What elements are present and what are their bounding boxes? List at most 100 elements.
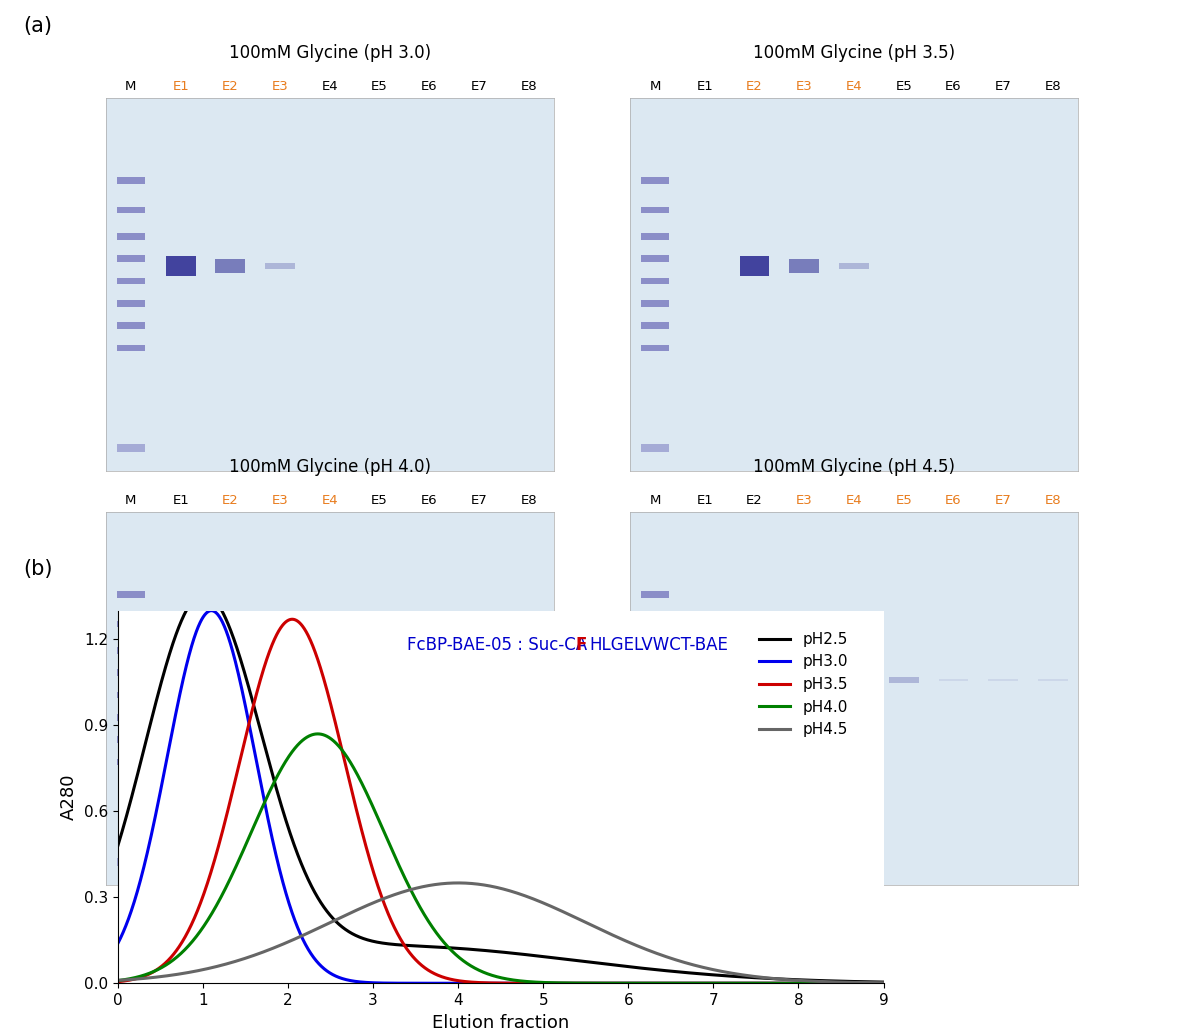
pH3.5 (483, 977, 497, 989)
Bar (740, 256, 769, 276)
pH2.5 (854, 975, 868, 987)
Bar (641, 670, 669, 676)
Bar (641, 345, 669, 351)
pH4.0 (876, 977, 891, 989)
Bar (641, 621, 669, 627)
Text: E5: E5 (895, 80, 912, 93)
Text: E3: E3 (272, 494, 289, 507)
pH3.0 (111, 938, 125, 950)
Text: E2: E2 (221, 494, 239, 507)
Text: M: M (125, 80, 137, 93)
Bar (117, 858, 145, 866)
Bar (839, 674, 869, 686)
Text: E5: E5 (371, 80, 388, 93)
pH3.5 (150, 964, 164, 976)
pH2.5 (111, 839, 125, 852)
Text: E2: E2 (746, 80, 763, 93)
pH2.5 (483, 945, 497, 957)
Text: M: M (125, 494, 137, 507)
Bar (117, 714, 145, 720)
Text: E6: E6 (945, 494, 962, 507)
pH3.0 (854, 977, 868, 989)
Bar (117, 256, 145, 262)
Bar (641, 714, 669, 720)
Text: E4: E4 (846, 494, 862, 507)
Text: E3: E3 (796, 494, 813, 507)
Bar (166, 256, 196, 276)
Text: E1: E1 (696, 80, 713, 93)
Bar (988, 679, 1018, 681)
Bar (641, 736, 669, 743)
Bar (216, 260, 245, 272)
Bar (641, 300, 669, 306)
pH4.5 (451, 877, 465, 889)
pH4.5 (111, 974, 125, 986)
pH2.5 (197, 588, 211, 600)
Line: pH2.5: pH2.5 (118, 594, 884, 982)
pH3.0 (876, 977, 891, 989)
Text: E2: E2 (746, 494, 763, 507)
pH2.5 (854, 975, 868, 987)
Bar (117, 759, 145, 765)
pH3.5 (463, 976, 477, 988)
pH3.0 (150, 803, 164, 816)
Text: (b): (b) (24, 559, 53, 579)
Text: E8: E8 (521, 494, 537, 507)
Bar (789, 260, 819, 272)
Bar (117, 444, 145, 452)
pH4.0 (483, 969, 497, 981)
Text: E1: E1 (172, 80, 188, 93)
Bar (216, 670, 245, 690)
Text: E3: E3 (796, 80, 813, 93)
Text: HLGELVWCT-BAE: HLGELVWCT-BAE (589, 637, 728, 654)
Text: E7: E7 (471, 80, 488, 93)
pH4.5 (876, 977, 891, 989)
Text: E2: E2 (221, 80, 239, 93)
pH4.0 (463, 959, 477, 972)
Bar (265, 263, 294, 269)
Bar (641, 233, 669, 239)
pH2.5 (463, 943, 477, 955)
Bar (789, 670, 819, 690)
pH3.0 (483, 977, 497, 989)
Text: 100mM Glycine (pH 4.0): 100mM Glycine (pH 4.0) (229, 459, 431, 476)
Text: E6: E6 (421, 494, 438, 507)
Line: pH3.0: pH3.0 (118, 611, 884, 983)
pH4.0 (311, 728, 325, 740)
Bar (117, 177, 145, 183)
Bar (939, 679, 968, 681)
Text: E7: E7 (995, 494, 1012, 507)
Bar (265, 674, 294, 686)
Bar (117, 300, 145, 306)
Bar (641, 647, 669, 653)
Bar (117, 621, 145, 627)
pH2.5 (714, 969, 728, 981)
pH4.5 (714, 965, 728, 977)
Bar (117, 322, 145, 329)
Line: pH3.5: pH3.5 (118, 619, 884, 983)
Bar (117, 647, 145, 653)
pH3.5 (285, 613, 299, 625)
Bar (117, 233, 145, 239)
Text: E1: E1 (172, 494, 188, 507)
Legend: pH2.5, pH3.0, pH3.5, pH4.0, pH4.5: pH2.5, pH3.0, pH3.5, pH4.0, pH4.5 (753, 626, 854, 743)
Text: 100mM Glycine (pH 3.0): 100mM Glycine (pH 3.0) (229, 45, 431, 62)
pH4.0 (150, 964, 164, 976)
Text: E8: E8 (521, 80, 537, 93)
Bar (889, 677, 919, 683)
Bar (641, 177, 669, 183)
Text: F: F (576, 637, 587, 654)
pH3.5 (111, 976, 125, 988)
pH2.5 (876, 976, 891, 988)
pH4.0 (854, 977, 868, 989)
Text: E1: E1 (696, 494, 713, 507)
pH3.0 (463, 977, 477, 989)
Text: E4: E4 (322, 80, 338, 93)
Bar (315, 677, 345, 683)
pH4.5 (854, 976, 868, 988)
pH3.0 (204, 604, 218, 617)
pH4.0 (854, 977, 868, 989)
Text: E8: E8 (1045, 494, 1061, 507)
Bar (117, 736, 145, 743)
Text: E8: E8 (1045, 80, 1061, 93)
